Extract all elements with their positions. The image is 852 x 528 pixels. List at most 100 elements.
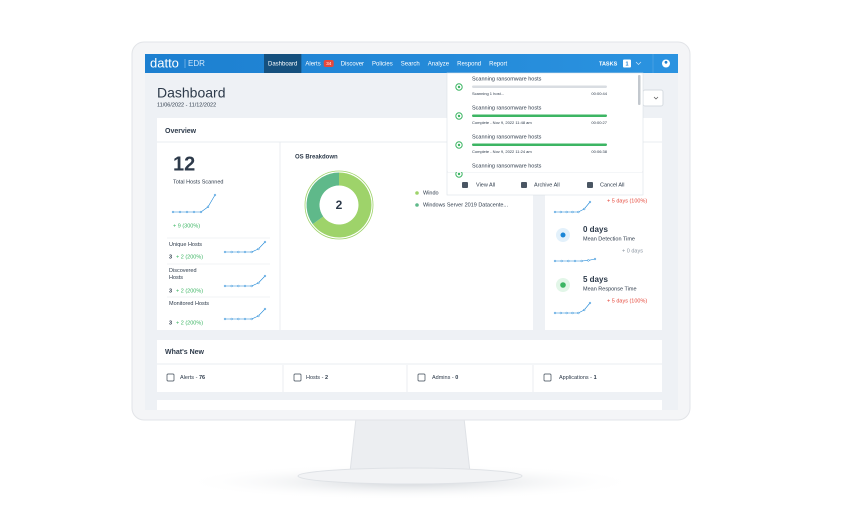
nav-badge-count: 34	[326, 61, 332, 66]
sparkline-dot	[237, 250, 240, 254]
detection-label: Mean Detection Time	[583, 236, 635, 242]
sparkline-dot	[263, 240, 267, 244]
sparkline-dot	[171, 210, 175, 214]
sparkline-dot	[250, 250, 253, 254]
sparkline-dot	[243, 250, 247, 254]
fade	[448, 170, 642, 172]
nav-item[interactable]: Report	[489, 62, 507, 68]
task-icon-dot	[457, 143, 461, 147]
row-label: Unique Hosts	[169, 242, 203, 248]
whats-new-item[interactable]: Alerts - 76	[180, 375, 205, 381]
sparkline-dot	[213, 193, 217, 197]
whats-new-title: What's New	[165, 349, 205, 356]
task-icon-dot	[457, 85, 461, 89]
whats-new-item[interactable]: Admins - 0	[432, 375, 458, 381]
task-icon-dot	[457, 114, 461, 118]
response-value: 5 days	[583, 275, 608, 284]
sparkline-dot	[199, 210, 203, 214]
row-value: 3	[169, 320, 172, 326]
sparkline-dot	[553, 311, 557, 315]
detection-value: 0 days	[583, 225, 608, 234]
date-range: 11/06/2022 - 11/12/2022	[157, 102, 216, 108]
row-value: 3	[169, 254, 172, 260]
sparkline-dot	[553, 210, 557, 214]
sparkline-dot	[577, 210, 580, 214]
task-action[interactable]: View All	[476, 182, 495, 188]
sparkline-dot	[577, 311, 580, 315]
donut-segment	[306, 172, 340, 225]
dropdown[interactable]	[642, 89, 664, 107]
item-icon	[543, 373, 552, 382]
progress-fill	[472, 114, 607, 117]
task-status: Complete - Nov 9, 2022 11:48 am	[472, 120, 532, 125]
tasks-panel	[446, 72, 644, 196]
sparkline-dot	[571, 210, 574, 214]
sparkline-dot	[588, 200, 592, 204]
task-action[interactable]: Cancel All	[600, 182, 624, 188]
sparkline-dot	[257, 281, 260, 285]
page-title: Dashboard	[157, 85, 226, 101]
screen: datto EDR Dashboard Alerts 34 Discover Polic…	[145, 54, 678, 410]
scrollbar	[638, 75, 641, 105]
sparkline-dot	[588, 301, 592, 305]
logo: datto	[150, 55, 179, 70]
sparkline-dot	[571, 311, 574, 315]
sparkline-dot	[587, 259, 590, 262]
task-icon-dot	[457, 172, 461, 176]
nav-item[interactable]: Search	[401, 62, 420, 68]
progress-track	[472, 85, 607, 88]
sparkline-dot	[237, 317, 240, 321]
row-label-box: Discovered Hosts	[169, 268, 197, 281]
nav-item[interactable]: Analyze	[428, 62, 450, 68]
task-icon	[455, 112, 463, 120]
item-label: Admins -	[432, 375, 454, 381]
sparkline-dot	[237, 284, 240, 288]
nav-item[interactable]: Discover	[341, 62, 364, 68]
item-label: Alerts -	[180, 375, 198, 381]
task-title: Scanning ransomware hosts	[472, 76, 542, 82]
legend-dot	[415, 191, 419, 195]
nav-item[interactable]: Alerts	[305, 62, 320, 68]
item-label: Applications -	[559, 375, 592, 381]
tasks-count: 1	[625, 61, 628, 67]
sparkline-dot	[553, 259, 557, 263]
legend-label: Windo	[423, 190, 439, 196]
legend-dot	[415, 203, 419, 207]
sparkline-dot	[223, 250, 227, 254]
metric-change: + 5 days (100%)	[607, 198, 647, 204]
sparkline-dot	[559, 210, 562, 214]
sparkline-dot	[243, 284, 247, 288]
action-icon	[587, 182, 593, 188]
sparkline-dot	[178, 210, 182, 214]
sparkline-dot	[243, 317, 247, 321]
task-status: Complete - Nov 9, 2022 11:24 am	[472, 149, 532, 154]
sparkline-dot	[223, 284, 227, 288]
item-label: Hosts -	[306, 375, 324, 381]
monitor-base	[297, 467, 523, 485]
sparkline-dot	[573, 259, 577, 263]
host-rows: Unique Hosts 3 + 2 (200%) Discovered Hosts 3…	[169, 240, 267, 326]
sparkline-dot	[593, 257, 597, 261]
row-change: + 2 (200%)	[176, 288, 203, 294]
nav-badge	[323, 60, 334, 67]
nav-item[interactable]: Dashboard	[268, 62, 297, 68]
nav-item[interactable]: Respond	[457, 62, 481, 68]
row-label: Monitored Hosts	[169, 301, 210, 307]
item-count: 0	[455, 375, 458, 381]
task-time: 00:00:44	[591, 91, 607, 96]
tasks-button[interactable]: TASKS	[599, 61, 618, 67]
sparkline-dot	[223, 317, 227, 321]
whats-new-item[interactable]: Applications - 1	[559, 375, 597, 381]
sparkline-dot	[230, 284, 233, 288]
os-title: OS Breakdown	[295, 155, 338, 161]
task-action[interactable]: Archive All	[534, 182, 560, 188]
overview-title: Overview	[165, 128, 197, 135]
whats-new-item[interactable]: Hosts - 2	[306, 375, 328, 381]
monitor-neck	[349, 417, 471, 473]
nav-item[interactable]: Policies	[372, 62, 393, 68]
sparkline-dot	[565, 210, 568, 214]
sparkline-dot	[250, 317, 253, 321]
item-icon	[166, 373, 175, 382]
next-card	[157, 400, 662, 410]
